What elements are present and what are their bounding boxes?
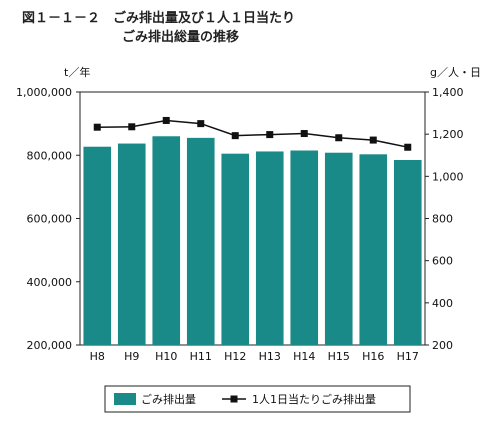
legend-line-marker: [230, 395, 238, 403]
series-line: [97, 119, 408, 148]
right-tick-label: 1,000: [432, 170, 464, 183]
x-tick-label: H14: [293, 350, 315, 363]
right-axis-unit: g／人・日: [430, 66, 481, 79]
legend-label-bars: ごみ排出量: [141, 392, 196, 406]
x-tick-label: H11: [190, 350, 212, 363]
plot-area: 200,000 400,000 600,000 800,000 1,000,000 200…: [16, 86, 463, 363]
chart-subtitle: ごみ排出総量の推移: [122, 29, 239, 45]
line-point: [128, 123, 136, 131]
left-tick-label: 800,000: [27, 149, 73, 162]
bar: [324, 152, 353, 345]
legend-bar-swatch: [114, 393, 136, 405]
line-point: [266, 131, 274, 139]
line-point: [197, 120, 205, 128]
right-tick-label: 1,400: [432, 86, 464, 99]
right-tick-label: 400: [432, 297, 453, 310]
x-tick-label: H12: [224, 350, 246, 363]
line-point: [300, 130, 308, 138]
bar: [83, 146, 112, 345]
x-tick-label: H17: [397, 350, 419, 363]
x-tick-label: H10: [155, 350, 177, 363]
bar: [152, 136, 181, 345]
line-point: [231, 132, 239, 140]
bar: [290, 150, 319, 345]
left-tick-label: 600,000: [27, 213, 73, 226]
x-tick-label: H8: [90, 350, 105, 363]
line-point: [93, 123, 101, 131]
legend-box: [104, 385, 411, 413]
right-tick-label: 800: [432, 213, 453, 226]
x-tick-label: H16: [362, 350, 384, 363]
left-tick-label: 400,000: [27, 276, 73, 289]
bar: [393, 159, 422, 345]
line-point: [404, 143, 412, 151]
right-tick-label: 600: [432, 255, 453, 268]
chart-title: 図１－１－２ ごみ排出量及び１人１日当たり: [22, 10, 295, 26]
right-tick-label: 200: [432, 339, 453, 352]
x-tick-label: H15: [328, 350, 350, 363]
x-tick-label: H9: [124, 350, 139, 363]
right-tick-label: 1,200: [432, 128, 464, 141]
bar: [117, 143, 146, 345]
bar: [255, 151, 284, 345]
line-point: [369, 136, 377, 144]
line-point: [162, 116, 170, 124]
left-tick-label: 200,000: [27, 339, 73, 352]
legend: ごみ排出量 1人1日当たりごみ排出量: [104, 385, 411, 413]
bar: [359, 154, 388, 345]
bar: [186, 137, 215, 345]
left-tick-label: 1,000,000: [16, 86, 72, 99]
bar: [221, 153, 250, 345]
left-axis-unit: t／年: [64, 65, 90, 79]
line-point: [335, 134, 343, 142]
legend-label-line: 1人1日当たりごみ排出量: [252, 392, 376, 406]
x-tick-label: H13: [259, 350, 281, 363]
